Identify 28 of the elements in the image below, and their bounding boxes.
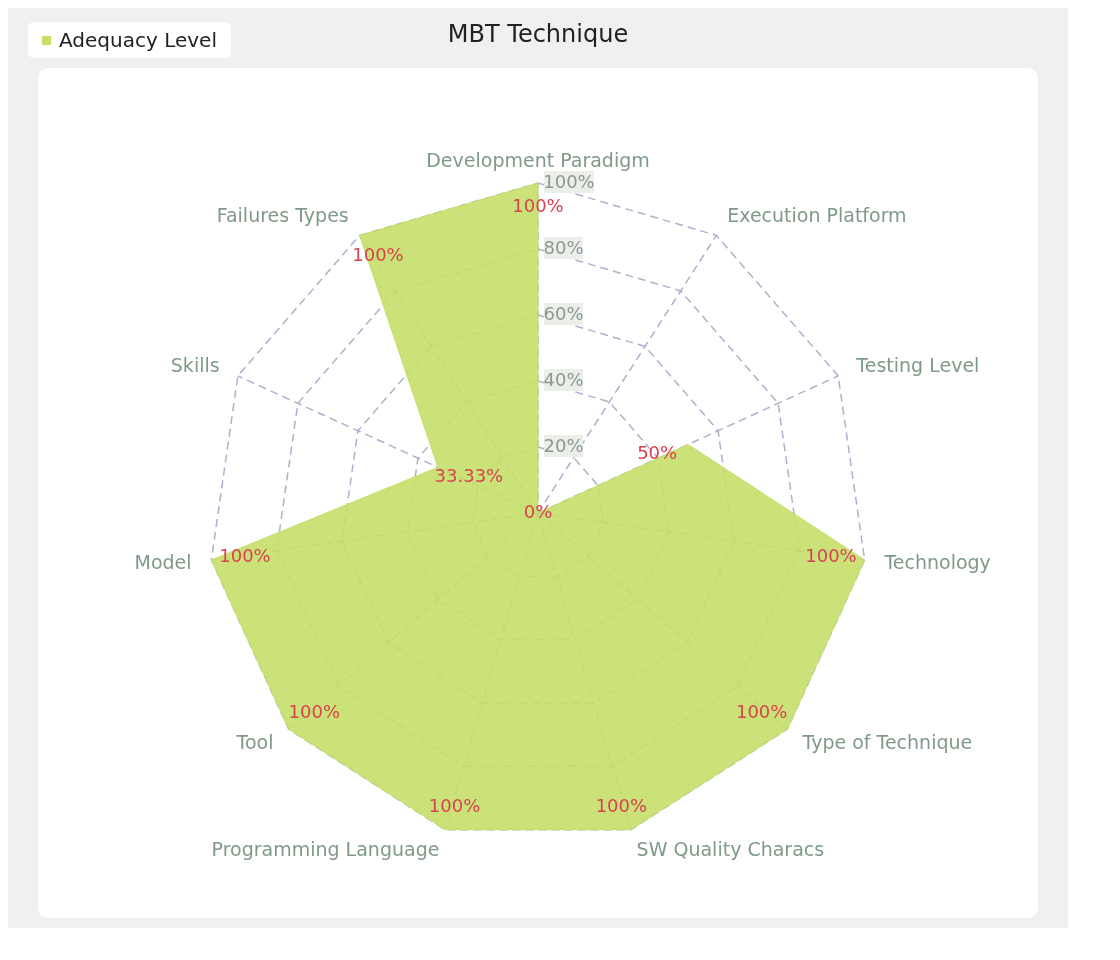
spoke-label: Type of Technique <box>801 731 973 754</box>
y-tick-label: 20% <box>543 435 584 456</box>
spoke-label: Execution Platform <box>727 204 907 227</box>
y-tick-label: 40% <box>543 369 584 390</box>
spoke-label: Development Paradigm <box>426 148 650 171</box>
data-label: 100% <box>805 544 857 566</box>
data-label: 100% <box>595 794 648 816</box>
data-label: 100% <box>735 701 788 723</box>
data-label: 0% <box>523 501 553 522</box>
spoke-label: Technology <box>883 550 991 573</box>
y-tick-label: 100% <box>543 171 595 192</box>
spoke-label: Tool <box>235 731 274 754</box>
data-label: 50% <box>637 442 678 464</box>
spoke-label: Failures Types <box>216 204 349 227</box>
spoke-label: SW Quality Characs <box>636 838 825 861</box>
y-tick-label: 60% <box>543 303 584 324</box>
y-tick-label: 80% <box>543 237 584 258</box>
spoke-label: Skills <box>170 354 220 377</box>
data-label: 100% <box>428 794 481 816</box>
spoke-label: Testing Level <box>855 354 980 377</box>
spoke-label: Model <box>134 550 192 573</box>
chart-title: MBT Technique <box>447 20 629 48</box>
data-label: 100% <box>512 195 564 216</box>
data-label: 100% <box>288 701 341 723</box>
legend-label: Adequacy Level <box>58 28 217 52</box>
data-label: 100% <box>219 544 271 566</box>
data-label: 33.33% <box>434 465 504 487</box>
spoke-label: Programming Language <box>211 838 440 861</box>
